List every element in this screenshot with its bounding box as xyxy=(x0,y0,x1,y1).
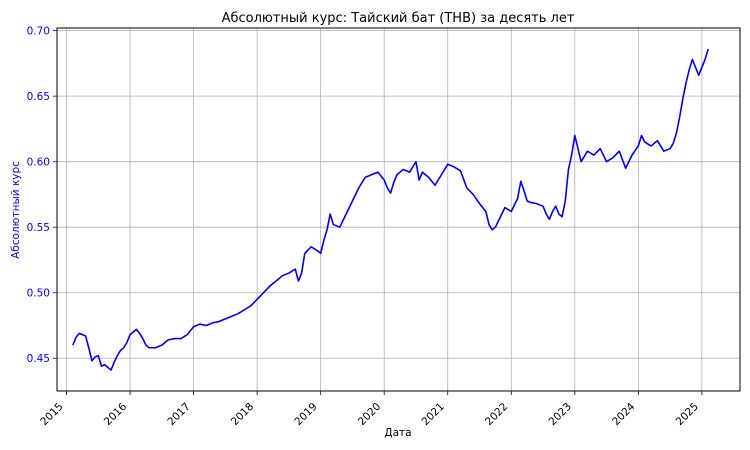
y-tick-label: 0.45 xyxy=(27,353,50,365)
y-tick-label: 0.65 xyxy=(27,91,50,103)
plot-area xyxy=(72,48,709,371)
y-axis: 0.45 0.50 0.55 0.60 0.65 0.70 xyxy=(27,26,57,365)
y-axis-label: Абсолютный курс xyxy=(10,161,22,259)
y-tick-label: 0.60 xyxy=(27,157,50,169)
y-tick-label: 0.70 xyxy=(27,26,50,38)
y-tick-label: 0.50 xyxy=(27,288,50,300)
series-line xyxy=(72,48,709,371)
chart-title: Абсолютный курс: Тайский бат (THB) за де… xyxy=(222,11,575,26)
grid xyxy=(57,28,740,391)
y-tick-label: 0.55 xyxy=(27,222,50,234)
axes-frame xyxy=(56,27,741,392)
x-axis-label: Дата xyxy=(384,427,411,439)
